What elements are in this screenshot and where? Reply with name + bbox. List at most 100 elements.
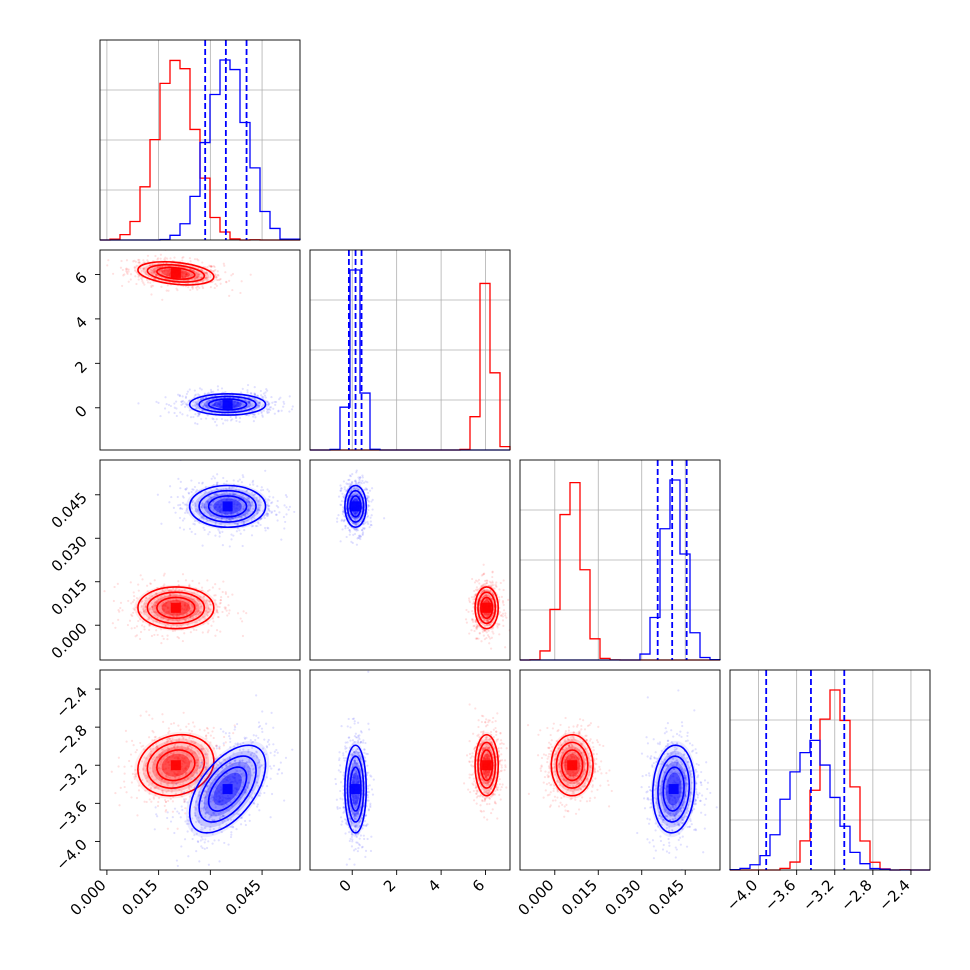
scatter-point: [238, 478, 241, 481]
scatter-point: [190, 479, 193, 482]
scatter-point: [123, 765, 126, 768]
scatter-point: [201, 515, 204, 518]
scatter-point: [149, 264, 152, 267]
scatter-point: [488, 593, 491, 596]
scatter-point: [202, 793, 205, 796]
scatter-point: [202, 595, 205, 599]
scatter-point: [353, 522, 356, 525]
scatter-point: [235, 403, 238, 407]
scatter-point: [182, 528, 186, 531]
scatter-point: [204, 490, 208, 494]
scatter-point: [139, 267, 142, 270]
scatter-point: [146, 254, 150, 257]
scatter-point: [168, 594, 172, 597]
scatter-point: [235, 404, 238, 407]
scatter-point: [204, 271, 207, 275]
scatter-point: [348, 482, 351, 485]
scatter-point: [198, 412, 201, 415]
scatter-point: [475, 626, 478, 629]
scatter-point: [253, 493, 256, 497]
scatter-point: [219, 282, 222, 285]
scatter-point: [233, 507, 236, 510]
scatter-point: [195, 407, 198, 410]
scatter-point: [161, 589, 164, 592]
scatter-point: [206, 406, 209, 409]
scatter-point: [247, 400, 251, 404]
scatter-point: [183, 401, 186, 404]
scatter-point: [483, 629, 486, 632]
scatter-point: [167, 599, 170, 602]
scatter-point: [252, 415, 255, 418]
scatter-point: [184, 605, 187, 608]
scatter-point: [123, 772, 126, 775]
scatter-point: [214, 634, 217, 637]
scatter-point: [205, 271, 208, 274]
scatter-point: [146, 590, 149, 593]
scatter-point: [358, 479, 361, 482]
scatter-point: [209, 265, 212, 268]
scatter-point: [224, 487, 228, 490]
scatter-point: [185, 509, 188, 513]
scatter-point: [242, 522, 245, 525]
scatter-point: [187, 492, 191, 495]
scatter-point: [352, 492, 355, 495]
scatter-point: [172, 753, 175, 756]
scatter-point: [230, 513, 233, 516]
scatter-point: [142, 267, 145, 270]
scatter-point: [202, 747, 205, 750]
scatter-point: [129, 581, 132, 584]
scatter-point: [505, 616, 508, 619]
scatter-point: [198, 387, 202, 390]
scatter-point: [194, 621, 197, 624]
scatter-point: [218, 405, 221, 408]
scatter-point: [196, 609, 199, 613]
scatter-point: [176, 827, 179, 830]
scatter-point: [176, 613, 179, 616]
scatter-point: [253, 413, 256, 416]
scatter-point: [497, 623, 500, 626]
scatter-point: [269, 406, 273, 409]
scatter-point: [156, 633, 159, 637]
scatter-point: [183, 405, 187, 408]
scatter-point: [184, 273, 187, 277]
scatter-point: [471, 618, 475, 622]
scatter-point: [137, 583, 140, 586]
scatter-point: [354, 519, 357, 522]
scatter-point: [475, 586, 479, 589]
scatter-point: [153, 270, 156, 274]
scatter-point: [170, 740, 173, 743]
scatter-point: [140, 278, 144, 281]
scatter-point: [223, 264, 226, 267]
scatter-point: [489, 589, 493, 592]
scatter-point: [235, 498, 238, 501]
scatter-point: [487, 600, 490, 604]
scatter-point: [119, 786, 122, 789]
scatter-point: [201, 261, 204, 264]
scatter-point: [490, 615, 493, 619]
scatter-point: [187, 596, 190, 599]
scatter-point: [257, 504, 260, 507]
scatter-point: [248, 406, 251, 409]
scatter-point: [267, 509, 271, 512]
scatter-point: [169, 820, 173, 823]
scatter-point: [166, 746, 169, 750]
scatter-point: [213, 517, 217, 520]
scatter-point: [150, 271, 154, 274]
scatter-point: [175, 613, 178, 616]
scatter-point: [368, 504, 371, 508]
scatter-point: [215, 492, 218, 496]
scatter-point: [167, 799, 170, 803]
scatter-point: [270, 510, 274, 513]
scatter-point: [195, 607, 198, 610]
density-peak-blue: [222, 399, 233, 410]
scatter-point: [119, 601, 123, 604]
scatter-point: [183, 611, 187, 614]
scatter-point: [363, 526, 366, 530]
scatter-point: [366, 514, 370, 518]
scatter-point: [140, 600, 143, 603]
scatter-point: [359, 476, 362, 479]
scatter-point: [355, 471, 358, 474]
scatter-point: [354, 498, 357, 502]
scatter-point: [340, 519, 343, 522]
scatter-point: [252, 734, 255, 737]
